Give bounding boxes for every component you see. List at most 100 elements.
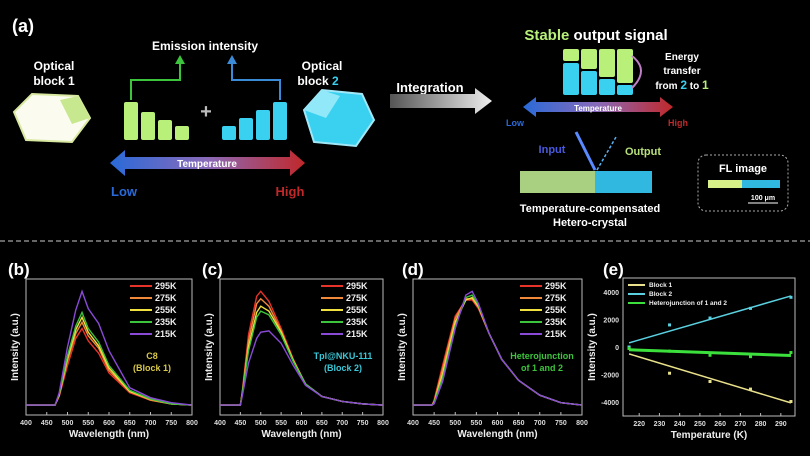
- temperature-label: Temperature: [177, 159, 237, 170]
- hetero-label-line2: Hetero-crystal: [553, 217, 627, 229]
- chart-2: (d) 400 450 500 550 600 650 700 750 800 Wavelength…: [397, 260, 588, 440]
- legend-label: 215K: [155, 329, 177, 339]
- panel-a: (a) Optical block 1 Emission intensity +…: [12, 16, 789, 229]
- arrow-head-icon: [175, 55, 185, 64]
- data-point: [789, 295, 793, 299]
- x-axis-label: Temperature (K): [671, 430, 748, 441]
- legend-label: 235K: [545, 317, 567, 327]
- data-point: [789, 351, 793, 355]
- crystal-facet: [60, 96, 90, 124]
- fl-image-green: [708, 180, 742, 188]
- data-point: [748, 355, 752, 359]
- high-label-2: High: [668, 118, 688, 128]
- output-label: Output: [625, 146, 661, 158]
- x-tick-label: 750: [165, 420, 177, 427]
- block2-emission-bars: [222, 102, 287, 140]
- data-point: [708, 316, 712, 320]
- x-tick-label: 700: [145, 420, 157, 427]
- y-tick-label: 0: [615, 345, 619, 352]
- x-axis-label: Wavelength (nm): [457, 429, 537, 440]
- x-tick-label: 700: [534, 420, 546, 427]
- arrow-up-icon: [130, 62, 181, 100]
- output-beam: [596, 136, 617, 171]
- x-tick-label: 450: [428, 420, 440, 427]
- panel-label-a: (a): [12, 16, 34, 36]
- x-tick-label: 220: [633, 421, 645, 428]
- data-point: [627, 346, 631, 350]
- x-axis-label: Wavelength (nm): [69, 429, 149, 440]
- x-tick-label: 800: [576, 420, 588, 427]
- hetero-crystal-block2: [595, 171, 652, 193]
- y-tick-label: -2000: [601, 373, 619, 380]
- temperature-label-2: Temperature: [574, 104, 622, 113]
- x-tick-label: 500: [449, 420, 461, 427]
- x-tick-label: 250: [694, 421, 706, 428]
- fit-line-2: [629, 348, 792, 358]
- x-tick-label: 400: [407, 420, 419, 427]
- stable-output-blocks: [563, 49, 633, 95]
- plot-frame: [622, 277, 796, 417]
- integration-arrow-icon: [390, 88, 492, 114]
- legend-label: 275K: [155, 293, 177, 303]
- x-tick-label: 650: [124, 420, 136, 427]
- block2-label-line1: Optical: [302, 59, 343, 73]
- data-point: [789, 400, 793, 404]
- temperature-double-arrow-icon: [523, 97, 673, 117]
- y-tick-label: 4000: [603, 290, 619, 297]
- legend-label: 275K: [346, 293, 368, 303]
- data-point: [708, 353, 712, 357]
- legend-label: 295K: [155, 281, 177, 291]
- x-tick-label: 400: [214, 420, 226, 427]
- panel-label: (e): [603, 260, 624, 279]
- data-point: [668, 323, 672, 327]
- low-label-2: Low: [506, 118, 525, 128]
- x-tick-label: 800: [186, 420, 198, 427]
- annotation-text: Heterojunction: [510, 351, 574, 361]
- x-tick-label: 550: [275, 420, 287, 427]
- x-tick-label: 500: [255, 420, 267, 427]
- x-tick-label: 240: [674, 421, 686, 428]
- annotation-text: C8: [146, 351, 158, 361]
- x-tick-label: 400: [20, 420, 32, 427]
- low-label: Low: [111, 184, 138, 199]
- energy-transfer-arrow-icon: [631, 55, 642, 89]
- x-tick-label: 550: [471, 420, 483, 427]
- hetero-crystal-block1: [520, 171, 595, 193]
- plus-sign: +: [200, 101, 212, 123]
- emission-intensity-label: Emission intensity: [152, 39, 258, 53]
- y-axis-label: Intensity (a.u.): [10, 313, 21, 381]
- chart-1: (c) 400 450 500 550 600 650 700 750 800 Wavelength…: [202, 260, 389, 440]
- crystal-facet: [304, 90, 340, 118]
- block1-label-line2: block 1: [33, 74, 75, 88]
- legend-label: Block 2: [649, 291, 673, 298]
- series-line-215K: [413, 290, 583, 406]
- x-tick-label: 550: [82, 420, 94, 427]
- x-tick-label: 280: [755, 421, 767, 428]
- arrow-up-icon: [231, 62, 281, 100]
- hetero-label-line1: Temperature-compensated: [520, 203, 660, 215]
- x-tick-label: 260: [714, 421, 726, 428]
- legend-label: Heterojunction of 1 and 2: [649, 300, 727, 307]
- annotation-text: Tpl@NKU-111: [314, 351, 373, 361]
- fl-image-box: [697, 154, 789, 212]
- y-axis-label: Intensity (a.u.): [587, 313, 598, 381]
- input-label: Input: [539, 144, 566, 156]
- panel-label: (c): [202, 260, 223, 279]
- annotation-text: of 1 and 2: [521, 363, 563, 373]
- x-tick-label: 750: [555, 420, 567, 427]
- data-point: [748, 387, 752, 391]
- series-line-215K: [26, 289, 193, 406]
- x-tick-label: 450: [41, 420, 53, 427]
- legend-label: 235K: [155, 317, 177, 327]
- legend-label: 215K: [545, 329, 567, 339]
- legend-label: 215K: [346, 329, 368, 339]
- data-point: [668, 371, 672, 375]
- legend-label: 295K: [545, 281, 567, 291]
- from-2-to-1-label: from 2 to 1: [655, 78, 709, 92]
- legend-label: 255K: [155, 305, 177, 315]
- annotation-text: (Block 2): [324, 363, 362, 373]
- legend-label: 255K: [346, 305, 368, 315]
- data-point: [748, 306, 752, 310]
- chart-3: (e) 220 230 240 250 260 270 280 290 -4000 -2000 0 20…: [587, 260, 796, 441]
